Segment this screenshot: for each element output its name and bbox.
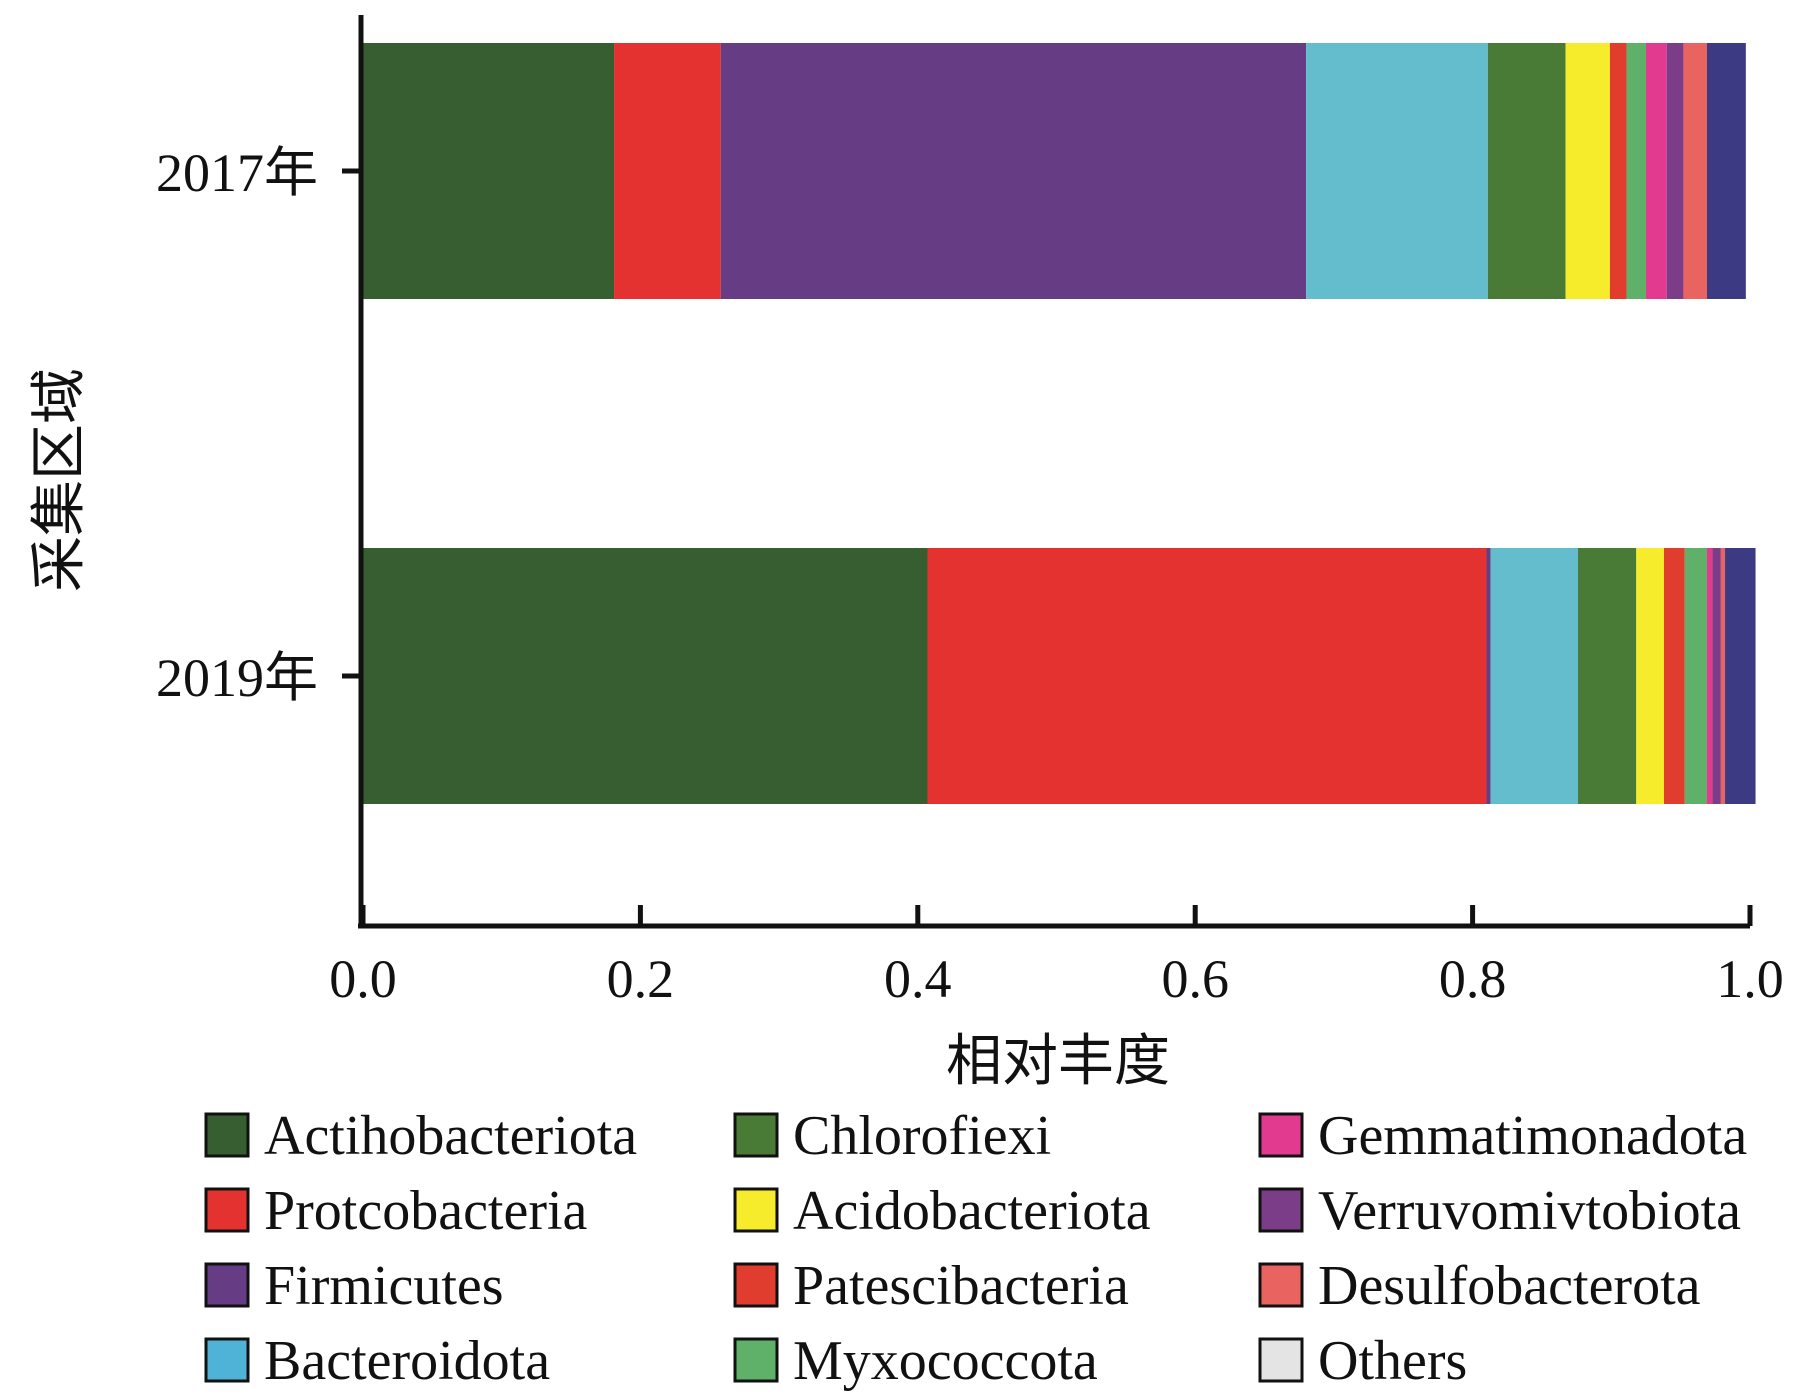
legend-swatch-firmicutes [204,1262,250,1308]
x-tick-label: 0.8 [1439,949,1507,1009]
legend-swatch-others [1258,1337,1304,1383]
legend-label-others: Others [1318,1330,1467,1392]
bar-segment-firmicutes-0 [720,43,1307,299]
y-tick-label: 2019年 [156,648,318,708]
legend-label-patescibacteria: Patescibacteria [793,1255,1129,1317]
bar-segment-actihobacteriota-1 [363,548,928,804]
legend-swatch-gemmatimonadota [1258,1112,1304,1158]
legend-label-desulfobacterota: Desulfobacterota [1318,1255,1701,1317]
axes-layer [358,15,1750,929]
bar-segment-actihobacteriota-0 [363,43,615,299]
legend-label-actihobacteriota: Actihobacteriota [264,1105,637,1167]
legend-swatch-protcobacteria [204,1187,250,1233]
bar-segment-protcobacteria-0 [614,43,721,299]
x-axis-title: 相对丰度 [946,1029,1170,1094]
bars-layer [363,43,1756,804]
bar-segment-patescibacteria-0 [1609,43,1627,299]
legend-swatch-acidobacteriota [733,1187,779,1233]
legend-swatch-myxococcota [733,1337,779,1383]
legend-swatch-actihobacteriota [204,1112,250,1158]
bar-segment-firmicutes-1 [1486,548,1491,804]
bar-segment-others-1 [1725,548,1756,804]
legend-label-protcobacteria: Protcobacteria [264,1180,588,1242]
bar-segment-myxococcota-1 [1684,548,1708,804]
y-tick-label: 2017年 [156,143,318,203]
legend-label-chlorofiexi: Chlorofiexi [793,1105,1051,1167]
bar-segment-chlorofiexi-1 [1578,548,1637,804]
bar-segment-protcobacteria-1 [927,548,1487,804]
bar-segment-bacteroidota-1 [1490,548,1579,804]
legend-swatch-bacteroidota [204,1337,250,1383]
legend-label-bacteroidota: Bacteroidota [264,1330,550,1392]
bar-segment-gemmatimonadota-1 [1707,548,1713,804]
legend-swatch-desulfobacterota [1258,1262,1304,1308]
legend-label-acidobacteriota: Acidobacteriota [793,1180,1151,1242]
bar-segment-acidobacteriota-1 [1636,548,1665,804]
legend-swatch-patescibacteria [733,1262,779,1308]
bar-segment-bacteroidota-0 [1306,43,1488,299]
bar-segment-desulfobacterota-1 [1720,548,1726,804]
legend-swatch-chlorofiexi [733,1112,779,1158]
x-tick-label: 0.6 [1161,949,1229,1009]
legend-label-gemmatimonadota: Gemmatimonadota [1318,1105,1747,1167]
bar-segment-acidobacteriota-0 [1565,43,1610,299]
bar-segment-myxococcota-0 [1626,43,1646,299]
legend: Actihobacteriota Chlorofiexi Gemmatimonado… [204,1105,1747,1392]
bar-segment-chlorofiexi-0 [1487,43,1566,299]
ticks-layer: 2017年 2019年 0.0 0.2 0.4 0.6 0.8 1.0 [156,143,1784,1009]
x-tick-label: 0.0 [329,949,397,1009]
x-tick-label: 1.0 [1716,949,1784,1009]
legend-label-firmicutes: Firmicutes [264,1255,504,1317]
bar-segment-verruvomivtobiota-1 [1712,548,1721,804]
x-tick-label: 0.4 [884,949,952,1009]
legend-label-myxococcota: Myxococcota [793,1330,1098,1392]
bar-segment-desulfobacterota-0 [1683,43,1708,299]
bar-segment-others-0 [1707,43,1746,299]
bar-segment-gemmatimonadota-0 [1645,43,1667,299]
x-tick-label: 0.2 [607,949,675,1009]
y-axis-title: 采集区域 [27,368,92,592]
bar-segment-verruvomivtobiota-0 [1666,43,1684,299]
legend-swatch-verruvomivtobiota [1258,1187,1304,1233]
bar-segment-patescibacteria-1 [1664,548,1685,804]
legend-label-verruvomivtobiota: Verruvomivtobiota [1318,1180,1741,1242]
